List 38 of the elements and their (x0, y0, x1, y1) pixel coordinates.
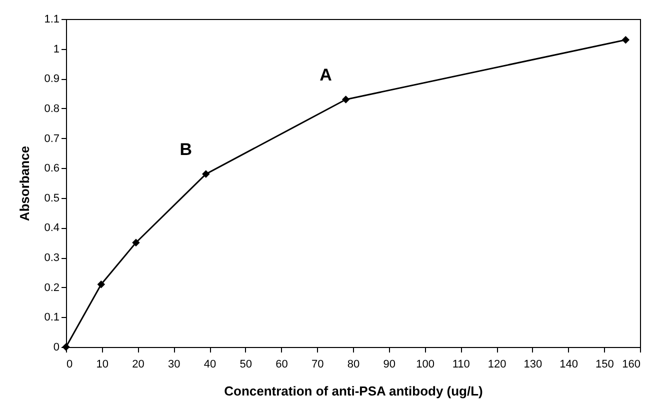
x-tick-label: 150 (595, 358, 614, 370)
point (97, 280, 106, 288)
x-tick-label: 120 (488, 358, 506, 370)
annotation: B (180, 140, 192, 160)
x-tick-label: 10 (96, 358, 108, 370)
x-tick-label: 160 (622, 358, 640, 370)
y-tick-label: 0.9 (44, 73, 60, 86)
annotation: A (320, 66, 332, 85)
y-tick-label: 0.8 (44, 102, 60, 115)
point (202, 170, 210, 178)
y-tick-label: 0.3 (44, 252, 60, 264)
y-tick-label: 0.2 (44, 282, 60, 294)
point (342, 96, 350, 104)
x-tick-label: 20 (132, 358, 144, 370)
x-axis-title: Concentration of anti-PSA antibody (ug/L) (224, 384, 483, 398)
x-tick-label: 80 (347, 358, 360, 370)
x-tick-label: 90 (383, 358, 396, 370)
point (132, 238, 140, 247)
y-tick-label: 0.5 (44, 192, 60, 204)
x-tick-label: 30 (168, 358, 180, 370)
x-tick-label: 70 (312, 358, 324, 370)
y-axis-title: Absorbance (17, 146, 32, 222)
x-tick-label: 0 (66, 358, 73, 370)
y-tick-label: 1.1 (44, 14, 60, 26)
x-tick-label: 50 (240, 358, 252, 370)
x-tick-label: 100 (416, 358, 434, 370)
y-tick-label: 0.7 (44, 132, 60, 145)
x-tick-label: 130 (524, 358, 542, 370)
point (622, 36, 630, 44)
y-tick-label: 0 (53, 342, 60, 354)
y-tick-label: 0.1 (44, 312, 60, 324)
x-tick-label: 140 (560, 358, 578, 370)
y-tick-label: 1 (53, 43, 60, 56)
y-tick-label: 0.4 (44, 222, 60, 234)
y-tick-label: 0.6 (44, 162, 60, 175)
x-tick-label: 40 (204, 358, 216, 370)
x-tick-label: 110 (452, 358, 470, 370)
x-tick-label: 60 (276, 358, 288, 370)
